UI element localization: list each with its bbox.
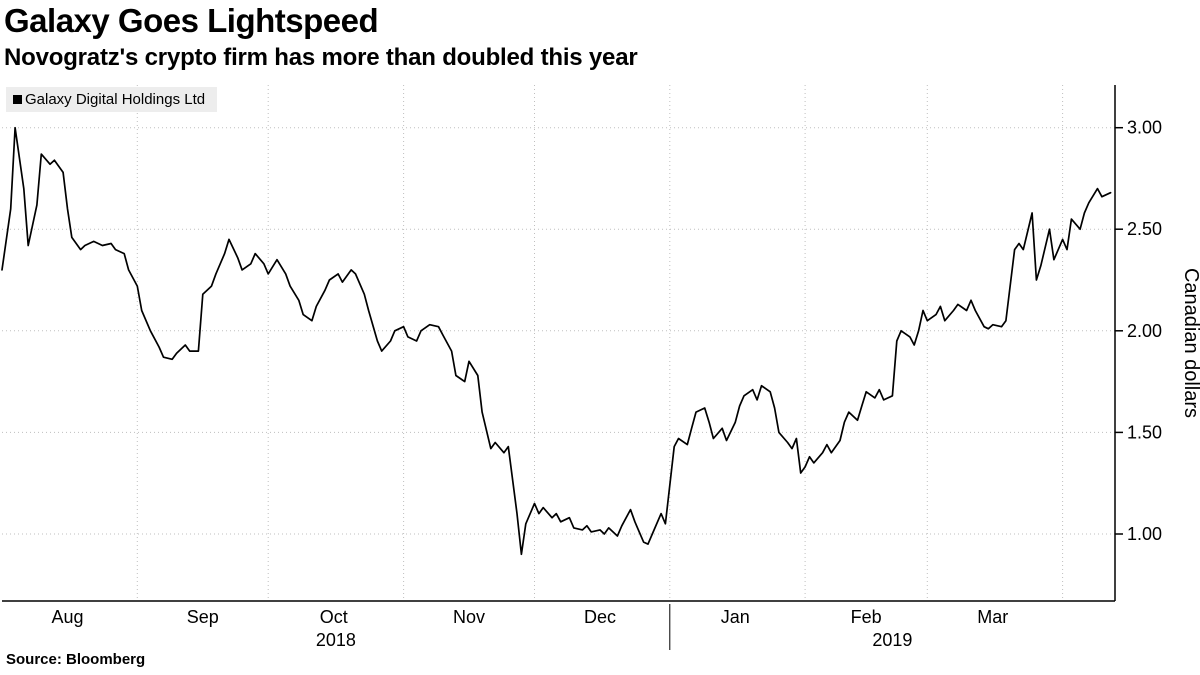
page-subtitle: Novogratz's crypto firm has more than do… — [4, 44, 638, 71]
x-tick-label: Aug — [51, 607, 83, 627]
legend: Galaxy Digital Holdings Ltd — [6, 87, 218, 112]
year-label: 2019 — [872, 630, 912, 650]
y-tick-label: 2.00 — [1127, 321, 1162, 341]
legend-series-label: Galaxy Digital Holdings Ltd — [25, 91, 206, 108]
series-marker-icon — [13, 95, 22, 104]
x-tick-label: Mar — [977, 607, 1008, 627]
y-tick-label: 2.50 — [1127, 219, 1162, 239]
x-tick-label: Sep — [187, 607, 219, 627]
x-tick-label: Jan — [721, 607, 750, 627]
year-label: 2018 — [316, 630, 356, 650]
x-tick-label: Nov — [453, 607, 485, 627]
x-tick-label: Feb — [851, 607, 882, 627]
price-line — [1, 126, 1112, 556]
y-tick-label: 1.50 — [1127, 422, 1162, 442]
page-title: Galaxy Goes Lightspeed — [4, 2, 379, 39]
x-tick-label: Dec — [584, 607, 616, 627]
source-credit: Source: Bloomberg — [6, 651, 146, 668]
x-tick-label: Oct — [320, 607, 348, 627]
y-tick-label: 3.00 — [1127, 118, 1162, 138]
y-axis-title: Canadian dollars — [1180, 268, 1200, 418]
y-tick-label: 1.00 — [1127, 524, 1162, 544]
